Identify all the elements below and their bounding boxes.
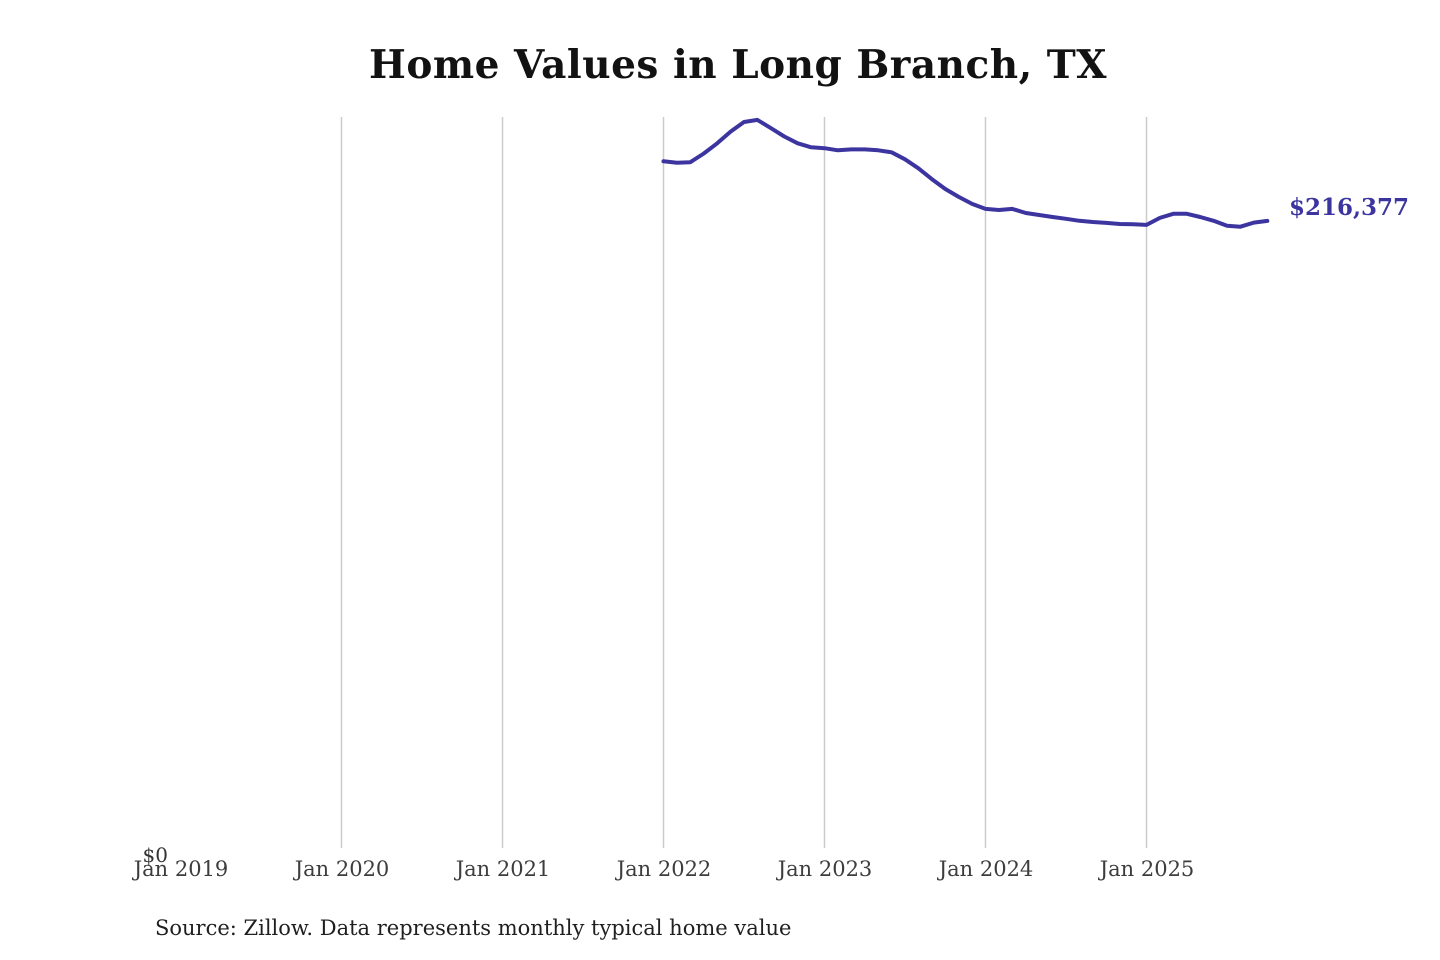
- chart-title: Home Values in Long Branch, TX: [368, 42, 1108, 88]
- x-axis-label-jan-2019: Jan 2019: [133, 857, 229, 881]
- y-axis-zero-label: $0: [142, 843, 168, 867]
- x-axis-label-jan-2021: Jan 2021: [455, 857, 551, 881]
- x-axis-label-jan-2022: Jan 2022: [616, 857, 712, 881]
- home-value-line: [661, 117, 1270, 229]
- final-value-label: $216,377: [1289, 194, 1410, 221]
- x-axis-label-jan-2024: Jan 2024: [938, 857, 1034, 881]
- source-note: Source: Zillow. Data represents monthly …: [155, 916, 792, 940]
- x-axis-label-jan-2025: Jan 2025: [1099, 857, 1195, 881]
- x-axis-label-jan-2023: Jan 2023: [777, 857, 873, 881]
- x-axis-label-jan-2020: Jan 2020: [294, 857, 390, 881]
